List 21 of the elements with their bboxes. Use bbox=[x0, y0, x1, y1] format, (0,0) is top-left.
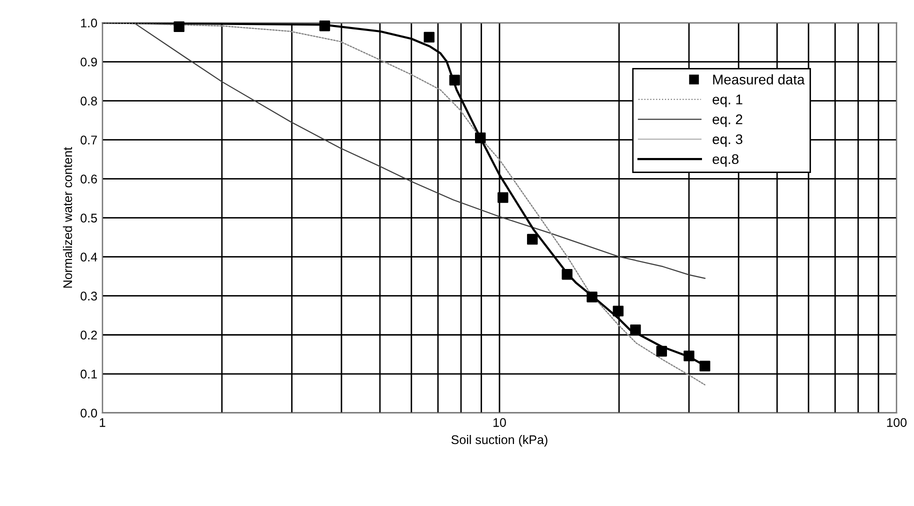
legend-label: eq. 2 bbox=[712, 114, 742, 128]
legend-label: Measured data bbox=[713, 74, 805, 84]
y-tick-label: 0.7 bbox=[80, 136, 97, 144]
y-tick-label: 0.0 bbox=[80, 408, 98, 418]
y-tick-label: 0.4 bbox=[80, 252, 98, 262]
y-tick-label: 0.5 bbox=[80, 214, 97, 222]
x-tick-label: 10 bbox=[494, 418, 506, 427]
x-tick-label: 1 bbox=[100, 418, 106, 427]
y-tick-label: 1.0 bbox=[81, 18, 98, 28]
y-tick-label: 0.3 bbox=[80, 292, 97, 301]
y-axis-title: Normalized water content bbox=[62, 147, 72, 288]
y-tick-label: 0.8 bbox=[80, 96, 97, 106]
legend-label: eq. 1 bbox=[712, 94, 742, 108]
legend-label: eq. 3 bbox=[712, 134, 742, 147]
x-axis-title: Soil suction (kPa) bbox=[451, 434, 548, 447]
y-tick-label: 0.2 bbox=[80, 330, 97, 340]
x-tick-label: 100 bbox=[887, 418, 907, 427]
y-tick-label: 0.9 bbox=[80, 58, 97, 66]
y-tick-label: 0.1 bbox=[80, 370, 97, 379]
legend-label: eq.8 bbox=[712, 154, 738, 167]
y-tick-label: 0.6 bbox=[80, 174, 97, 184]
